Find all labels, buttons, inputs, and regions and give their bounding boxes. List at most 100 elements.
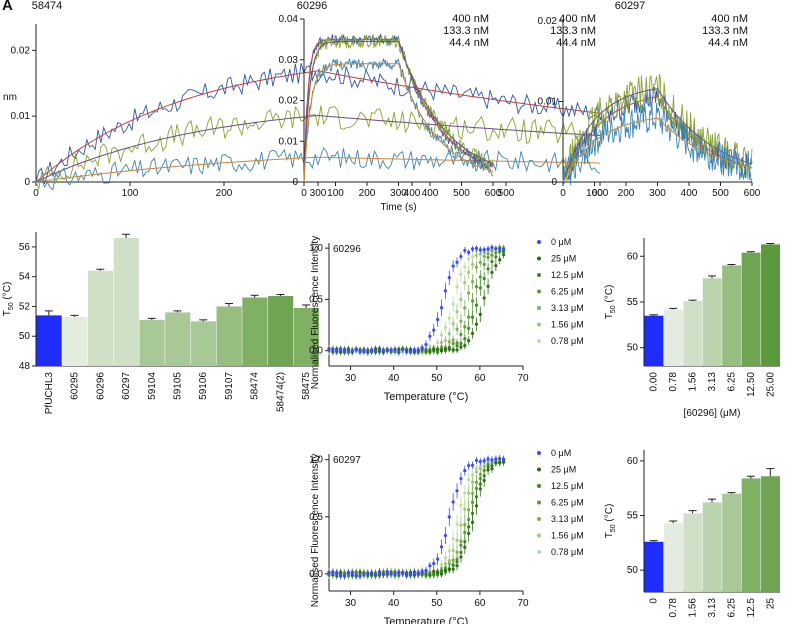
bli-58474-fit-2 [35, 156, 601, 183]
melt-60297-point [478, 487, 482, 491]
melt-60296-point [478, 286, 482, 290]
melt-60297-legend-label: 12.5 μM [551, 481, 584, 491]
t50-60296-bar [683, 301, 703, 366]
melt-60296-point [350, 349, 354, 353]
melt-60296-point [397, 350, 401, 354]
melt-60296-point [459, 319, 463, 323]
melt-60296-point [490, 270, 494, 275]
melt-60296-point [447, 316, 451, 320]
melt-60296-point [447, 276, 451, 280]
melt-60296-point [424, 342, 428, 347]
melt-60297-legend-label: 0 μM [551, 448, 571, 458]
melt-60297-x-tick-label: 40 [388, 598, 400, 609]
melt-60296-point [346, 348, 350, 352]
bli-58474-title: 58474 [32, 0, 63, 12]
t50-compounds-category-label: 58474 [250, 372, 261, 400]
melt-60296-point [439, 348, 444, 353]
melt-60296-point [362, 348, 366, 352]
t50-60296-category-label: 1.56 [688, 372, 699, 392]
melt-60296-x-tick-label: 40 [388, 373, 400, 384]
melt-60297-x-label: Temperature (°C) [384, 616, 468, 624]
melt-60296-y-tick-label: 0.5 [309, 294, 323, 305]
melt-60296-point [455, 285, 459, 289]
t50-60297-category-label: 0 [649, 598, 660, 604]
melt-60296-point [478, 248, 482, 252]
melt-60297-point [470, 480, 475, 484]
melt-60296-point [478, 312, 482, 317]
t50-60296-category-label: 0.00 [649, 372, 660, 392]
melt-60297-x-tick-label: 50 [431, 598, 443, 609]
melt-60296-legend-label: 12.5 μM [551, 270, 584, 280]
melt-60297-point [455, 564, 459, 568]
melt-60296-point [451, 264, 455, 268]
t50-60296-y-tick-label: 60 [627, 251, 639, 262]
melt-60296-point [459, 297, 463, 302]
t50-compounds-category-label: 60295 [70, 372, 81, 400]
t50-60297-bar [761, 476, 780, 592]
bli-60296-y-tick-label: 0.04 [279, 14, 299, 25]
t50-60296-category-label: 25.00 [765, 372, 776, 397]
t50-compounds-y-tick-label: 52 [19, 301, 31, 312]
melt-60297-legend-marker [537, 550, 541, 554]
melt-60296-point [370, 348, 374, 352]
melt-60296-y-tick-label: 1.0 [309, 243, 323, 254]
melt-60297-point [494, 461, 498, 465]
melt-60297-point [474, 486, 479, 490]
melt-60297-point [327, 570, 331, 574]
melt-60296-point [377, 346, 382, 351]
bli-60297-x-tick-label: 500 [712, 188, 729, 199]
melt-60296-point [339, 347, 343, 351]
melt-60297-point [447, 549, 451, 553]
melt-60297-point [455, 489, 459, 493]
melt-60297-x-tick-label: 60 [474, 598, 486, 609]
t50-60297-y-tick-label: 60 [627, 456, 639, 467]
bli-58474-y-tick-label: 0 [24, 177, 30, 188]
melt-60296-point [478, 275, 482, 279]
melt-60297-legend-marker [537, 517, 541, 521]
melt-60296-point [486, 247, 490, 251]
melt-60296-point [451, 348, 455, 352]
melt-60296-point [463, 280, 467, 285]
melt-60297-point [463, 545, 467, 549]
t50-60296-category-label: 12.50 [746, 372, 757, 397]
melt-60297-point [490, 458, 494, 462]
melt-60297-point [455, 538, 459, 542]
melt-60297-point [373, 573, 378, 577]
bli-60297-fit-2 [562, 117, 753, 183]
melt-60297-y-tick-label: 0.0 [309, 569, 323, 580]
t50-60297-bar [644, 541, 664, 592]
t50-compounds-y-label: T50 (°C) [2, 282, 15, 317]
melt-60296-point [463, 325, 467, 329]
melt-60297-point [358, 574, 362, 578]
melt-60297-point [482, 478, 486, 483]
melt-60297-point [432, 573, 436, 577]
melt-60297-point [331, 570, 335, 574]
melt-60296-point [474, 322, 479, 326]
melt-60296-point [428, 349, 432, 353]
melt-60297-point [498, 456, 502, 461]
bli-58474-series-1 [35, 105, 601, 191]
t50-compounds-y-tick-label: 56 [19, 242, 31, 253]
melt-60296-legend-label: 0 μM [551, 237, 571, 247]
melt-60296-point [436, 347, 440, 351]
melt-60296-point [455, 260, 459, 264]
t50-60297-bar [722, 493, 742, 592]
melt-60296-point [470, 299, 475, 303]
melt-60297-x-tick-label: 70 [517, 598, 529, 609]
t50-60296-bar [761, 244, 780, 366]
melt-60296-y-label: Normalised Fluorescence Intensity [310, 236, 321, 389]
bli-58474-y-tick-label: 0.01 [11, 111, 31, 122]
melt-60296-point [447, 340, 451, 344]
t50-compounds-bar [36, 315, 62, 366]
bli-58474-series-0 [35, 63, 601, 185]
melt-60296-point [486, 255, 490, 259]
melt-60297-point [447, 562, 451, 566]
melt-60296-legend-marker [537, 256, 541, 261]
melt-60296-point [467, 338, 471, 343]
bli-60296-fit-2 [303, 63, 494, 183]
bli-58474-fit-1 [35, 114, 601, 183]
melt-60296-point [451, 302, 455, 306]
bli-60297-x-tick-label: 300 [649, 188, 666, 199]
melt-60297-point [350, 571, 354, 575]
